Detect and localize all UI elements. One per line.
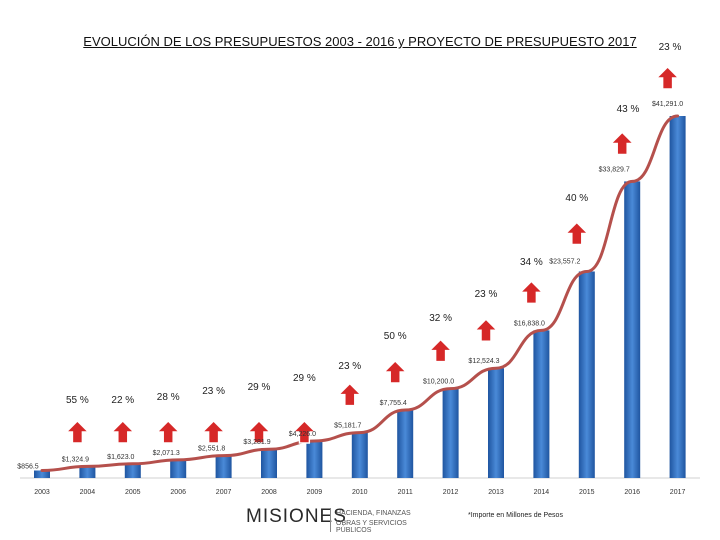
growth-arrow bbox=[337, 382, 363, 407]
value-label: $12,524.3 bbox=[468, 358, 499, 365]
growth-label: 40 % bbox=[565, 193, 588, 204]
growth-arrow bbox=[427, 338, 454, 363]
x-tick-label: 2011 bbox=[398, 489, 413, 496]
x-tick-label: 2004 bbox=[80, 489, 96, 496]
bar-2006 bbox=[170, 459, 187, 478]
x-tick-label: 2017 bbox=[670, 489, 686, 496]
growth-label: 55 % bbox=[66, 395, 89, 406]
growth-arrow bbox=[200, 420, 227, 444]
x-tick-label: 2008 bbox=[261, 489, 277, 496]
x-tick-label: 2014 bbox=[534, 489, 550, 496]
growth-label: 29 % bbox=[293, 373, 316, 384]
x-tick-label: 2007 bbox=[216, 489, 232, 496]
bar-2016 bbox=[624, 181, 641, 478]
value-label: $5,181.7 bbox=[334, 423, 361, 430]
value-label: $16,838.0 bbox=[514, 320, 545, 327]
bar-2007 bbox=[215, 455, 232, 478]
bar-2014 bbox=[533, 330, 550, 478]
bar-2017 bbox=[669, 116, 686, 478]
logo-subtitle-1: HACIENDA, FINANZAS bbox=[336, 510, 411, 517]
logo-word: MISIONES bbox=[246, 506, 347, 527]
growth-arrow bbox=[382, 360, 408, 384]
value-label: $3,281.9 bbox=[243, 439, 270, 446]
value-label: $7,755.4 bbox=[380, 400, 407, 407]
x-tick-label: 2003 bbox=[34, 489, 50, 496]
growth-arrow bbox=[564, 221, 590, 246]
logo-divider bbox=[330, 508, 331, 532]
bar-2008 bbox=[261, 449, 277, 478]
growth-label: 43 % bbox=[617, 104, 640, 115]
x-tick-label: 2013 bbox=[488, 489, 504, 496]
value-label: $33,829.7 bbox=[599, 166, 630, 173]
logo-subtitle-2: OBRAS Y SERVICIOS PÚBLICOS bbox=[336, 520, 407, 534]
x-tick-label: 2005 bbox=[125, 489, 141, 496]
value-label: $1,623.0 bbox=[107, 454, 134, 461]
bar-2004 bbox=[79, 466, 96, 478]
growth-arrow bbox=[64, 420, 91, 444]
x-tick-label: 2015 bbox=[579, 489, 595, 496]
misiones-logo: MISIONES HACIENDA, FINANZAS OBRAS Y SERV… bbox=[246, 506, 436, 536]
growth-arrow bbox=[654, 66, 681, 90]
x-tick-label: 2012 bbox=[443, 489, 459, 496]
bar-2015 bbox=[578, 271, 595, 478]
value-label: $2,551.8 bbox=[198, 446, 225, 453]
bar-2012 bbox=[442, 388, 459, 478]
x-tick-label: 2006 bbox=[170, 489, 186, 496]
growth-label: 23 % bbox=[475, 289, 498, 300]
growth-label: 28 % bbox=[157, 392, 180, 403]
growth-arrow bbox=[609, 131, 635, 156]
growth-arrow bbox=[291, 420, 318, 444]
growth-arrow bbox=[155, 420, 181, 444]
growth-label: 29 % bbox=[248, 382, 271, 393]
chart-title: EVOLUCIÓN DE LOS PRESUPUESTOS 2003 - 201… bbox=[83, 34, 637, 49]
value-label: $10,200.0 bbox=[423, 379, 454, 386]
value-label: $4,226.0 bbox=[289, 431, 316, 438]
growth-label: 23 % bbox=[202, 386, 225, 397]
growth-label: 22 % bbox=[111, 395, 134, 406]
x-tick-label: 2009 bbox=[307, 489, 323, 496]
bar-2011 bbox=[397, 410, 414, 478]
growth-label: 32 % bbox=[429, 313, 452, 324]
growth-label: 23 % bbox=[659, 42, 682, 53]
growth-label: 23 % bbox=[338, 361, 361, 372]
amount-note: *Importe en Millones de Pesos bbox=[468, 512, 563, 519]
bar-2010 bbox=[351, 432, 368, 478]
bar-2013 bbox=[488, 368, 504, 478]
bar-2003 bbox=[34, 470, 50, 478]
growth-arrow bbox=[518, 280, 545, 305]
x-tick-label: 2010 bbox=[352, 489, 368, 496]
value-label: $856.5 bbox=[17, 463, 39, 470]
value-label: $2,071.3 bbox=[153, 450, 180, 457]
growth-label: 34 % bbox=[520, 257, 543, 268]
x-tick-label: 2016 bbox=[624, 489, 640, 496]
trend-line bbox=[40, 114, 680, 472]
value-label: $41,291.0 bbox=[652, 101, 683, 108]
bar-2009 bbox=[306, 440, 323, 478]
growth-arrow bbox=[473, 318, 499, 342]
bar-2005 bbox=[124, 463, 141, 478]
value-label: $1,324.9 bbox=[62, 456, 89, 463]
value-label: $23,557.2 bbox=[549, 258, 580, 265]
growth-arrow bbox=[110, 420, 136, 444]
growth-arrow bbox=[246, 420, 272, 444]
growth-label: 50 % bbox=[384, 331, 407, 342]
